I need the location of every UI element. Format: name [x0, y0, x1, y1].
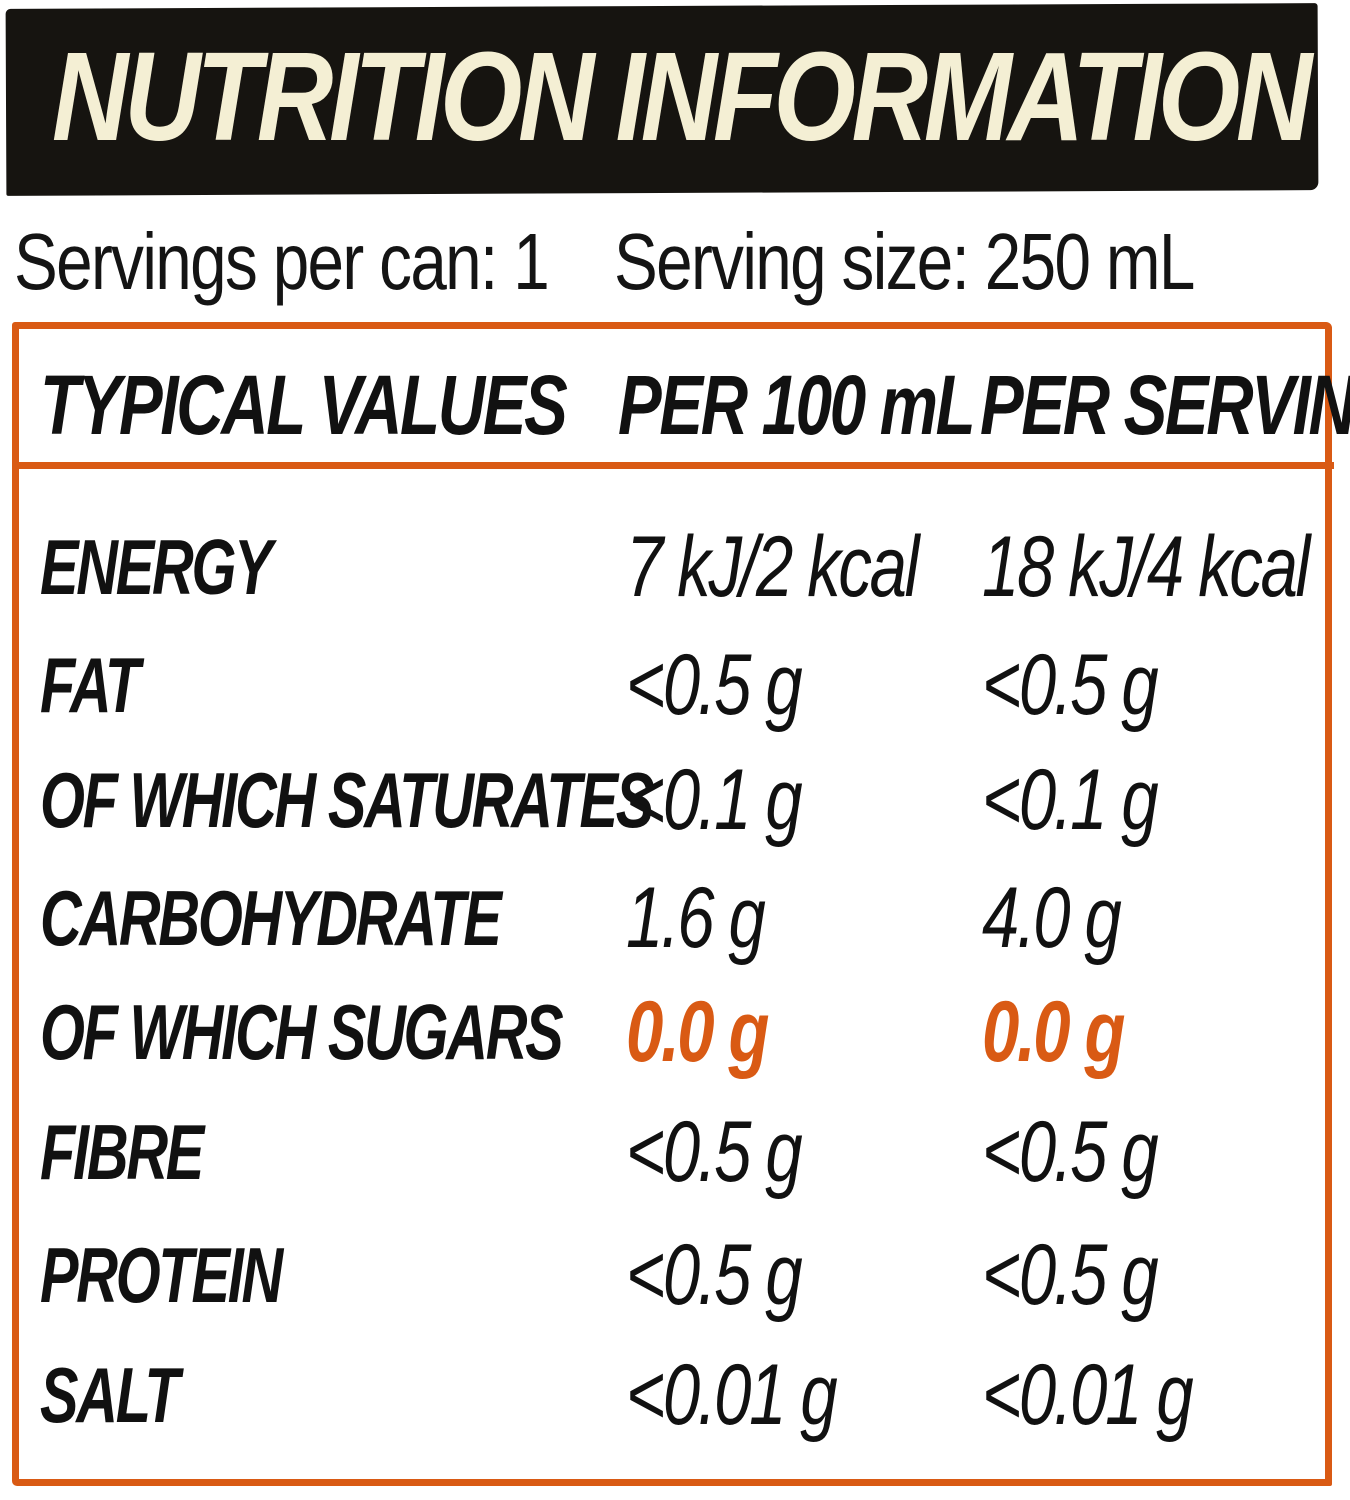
nutrient-name: FIBRE [40, 1108, 204, 1196]
value-per-100ml: <0.5 g [626, 1104, 803, 1200]
nutrient-name: FAT [40, 641, 140, 729]
nutrient-name: SALT [40, 1351, 180, 1439]
nutrient-name: OF WHICH SATURATES [40, 756, 654, 844]
nutrition-table [12, 322, 1332, 1486]
value-per-serving: <0.01 g [982, 1347, 1194, 1443]
table-row: CARBOHYDRATE 1.6 g 4.0 g [0, 863, 1350, 973]
table-row: FIBRE <0.5 g <0.5 g [0, 1097, 1350, 1207]
value-per-100ml: 1.6 g [626, 870, 766, 966]
serving-size: Serving size: 250 mL [614, 217, 1195, 306]
value-per-100ml: 7 kJ/2 kcal [626, 519, 920, 615]
header-per-100ml: PER 100 mL [618, 358, 976, 452]
header-per-serving: PER SERVING [980, 358, 1350, 452]
header-typical-values: TYPICAL VALUES [40, 358, 568, 452]
value-per-serving: 0.0 g [982, 984, 1126, 1080]
servings-per-can: Servings per can: 1 [14, 217, 550, 306]
table-row: PROTEIN <0.5 g <0.5 g [0, 1220, 1350, 1330]
header-divider [12, 462, 1334, 469]
table-row: ENERGY 7 kJ/2 kcal 18 kJ/4 kcal [0, 512, 1350, 622]
nutrient-name: ENERGY [40, 523, 273, 611]
value-per-serving: <0.1 g [982, 752, 1159, 848]
value-per-100ml: <0.1 g [626, 752, 803, 848]
value-per-100ml: <0.5 g [626, 637, 803, 733]
value-per-100ml: <0.5 g [626, 1227, 803, 1323]
nutrient-name: PROTEIN [40, 1231, 283, 1319]
table-row: FAT <0.5 g <0.5 g [0, 630, 1350, 740]
value-per-serving: 18 kJ/4 kcal [982, 519, 1310, 615]
value-per-serving: <0.5 g [982, 637, 1159, 733]
page-title: NUTRITION INFORMATION [52, 26, 1312, 167]
nutrient-name: CARBOHYDRATE [40, 874, 502, 962]
table-row: OF WHICH SUGARS 0.0 g 0.0 g [0, 977, 1350, 1087]
nutrient-name: OF WHICH SUGARS [40, 988, 564, 1076]
value-per-serving: 4.0 g [982, 870, 1122, 966]
value-per-serving: <0.5 g [982, 1227, 1159, 1323]
value-per-serving: <0.5 g [982, 1104, 1159, 1200]
table-row: SALT <0.01 g <0.01 g [0, 1340, 1350, 1450]
value-per-100ml: 0.0 g [626, 984, 770, 1080]
value-per-100ml: <0.01 g [626, 1347, 838, 1443]
table-row: OF WHICH SATURATES <0.1 g <0.1 g [0, 745, 1350, 855]
